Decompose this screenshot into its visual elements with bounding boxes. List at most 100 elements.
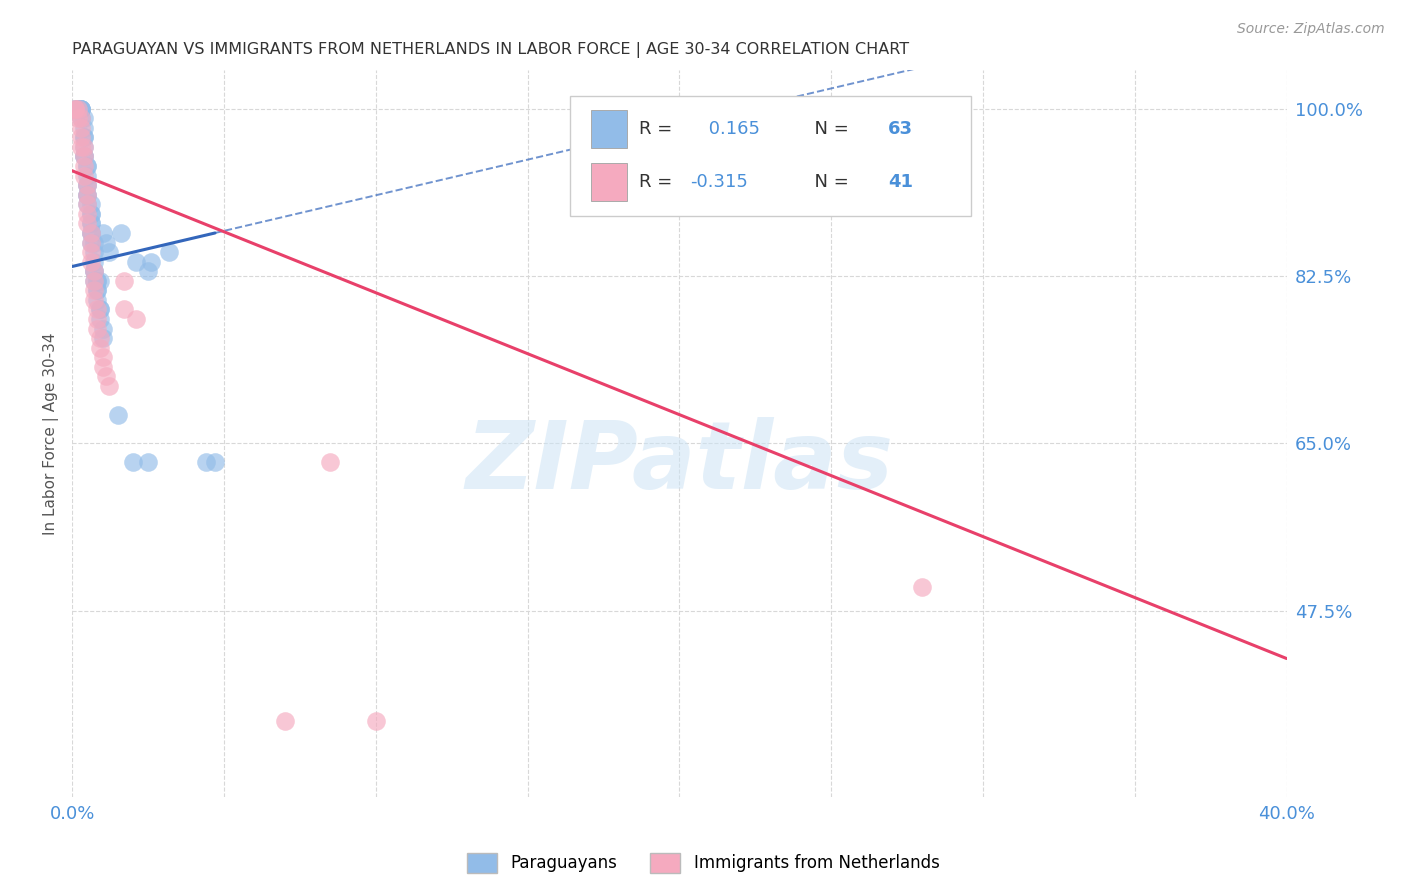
Y-axis label: In Labor Force | Age 30-34: In Labor Force | Age 30-34	[44, 333, 59, 535]
Point	[86, 293, 108, 307]
Point	[91, 331, 114, 345]
Point	[86, 284, 108, 298]
Point	[76, 187, 98, 202]
Point	[76, 187, 98, 202]
Point	[79, 226, 101, 240]
Point	[76, 178, 98, 193]
Bar	[591, 163, 627, 201]
Point	[83, 264, 105, 278]
Point	[67, 102, 90, 116]
Point	[89, 302, 111, 317]
Point	[141, 254, 163, 268]
Text: -0.315: -0.315	[690, 173, 748, 191]
Point	[364, 714, 387, 728]
Text: R =: R =	[640, 173, 678, 191]
Text: ZIPatlas: ZIPatlas	[465, 417, 893, 508]
Point	[70, 130, 93, 145]
Point	[89, 302, 111, 317]
Point	[911, 580, 934, 594]
Point	[91, 351, 114, 365]
Text: PARAGUAYAN VS IMMIGRANTS FROM NETHERLANDS IN LABOR FORCE | AGE 30-34 CORRELATION: PARAGUAYAN VS IMMIGRANTS FROM NETHERLAND…	[72, 42, 910, 58]
Point	[73, 169, 96, 183]
Point	[67, 102, 90, 116]
Point	[76, 197, 98, 211]
Point	[91, 321, 114, 335]
Point	[86, 274, 108, 288]
Point	[70, 102, 93, 116]
Point	[89, 312, 111, 326]
Point	[136, 455, 159, 469]
Point	[67, 112, 90, 126]
Text: Source: ZipAtlas.com: Source: ZipAtlas.com	[1237, 22, 1385, 37]
Point	[73, 112, 96, 126]
Point	[76, 178, 98, 193]
Point	[136, 264, 159, 278]
Point	[76, 169, 98, 183]
Point	[67, 102, 90, 116]
Point	[70, 112, 93, 126]
Point	[65, 102, 87, 116]
Point	[94, 369, 117, 384]
Point	[73, 140, 96, 154]
Point	[73, 140, 96, 154]
Point	[73, 130, 96, 145]
Point	[70, 102, 93, 116]
FancyBboxPatch shape	[571, 95, 972, 216]
Point	[83, 235, 105, 250]
Point	[125, 254, 148, 268]
Point	[125, 312, 148, 326]
Point	[86, 312, 108, 326]
Point	[159, 245, 181, 260]
Point	[70, 140, 93, 154]
Point	[204, 455, 226, 469]
Point	[79, 197, 101, 211]
Text: 63: 63	[889, 120, 914, 138]
Point	[91, 226, 114, 240]
Point	[83, 293, 105, 307]
Point	[83, 274, 105, 288]
Point	[86, 284, 108, 298]
Text: 41: 41	[889, 173, 914, 191]
Point	[79, 226, 101, 240]
Point	[112, 274, 135, 288]
Point	[79, 207, 101, 221]
Point	[79, 235, 101, 250]
Point	[89, 331, 111, 345]
Point	[79, 216, 101, 230]
Point	[73, 120, 96, 135]
Point	[65, 102, 87, 116]
Point	[79, 254, 101, 268]
Point	[194, 455, 217, 469]
Point	[76, 207, 98, 221]
Point	[79, 226, 101, 240]
Point	[73, 149, 96, 163]
Point	[89, 274, 111, 288]
Point	[79, 235, 101, 250]
Point	[65, 102, 87, 116]
Point	[79, 207, 101, 221]
Point	[76, 197, 98, 211]
Point	[83, 245, 105, 260]
Point	[112, 302, 135, 317]
Point	[86, 321, 108, 335]
Point	[73, 149, 96, 163]
Point	[70, 120, 93, 135]
Point	[76, 159, 98, 173]
Point	[76, 159, 98, 173]
Point	[122, 455, 145, 469]
Point	[86, 302, 108, 317]
Point	[83, 264, 105, 278]
Point	[83, 284, 105, 298]
Point	[107, 408, 129, 422]
Legend: Paraguayans, Immigrants from Netherlands: Paraguayans, Immigrants from Netherlands	[460, 847, 946, 880]
Point	[76, 216, 98, 230]
Point	[83, 254, 105, 268]
Point	[79, 245, 101, 260]
Point	[70, 112, 93, 126]
Point	[73, 130, 96, 145]
Bar	[591, 110, 627, 148]
Point	[76, 178, 98, 193]
Point	[83, 274, 105, 288]
Text: R =: R =	[640, 120, 678, 138]
Point	[274, 714, 297, 728]
